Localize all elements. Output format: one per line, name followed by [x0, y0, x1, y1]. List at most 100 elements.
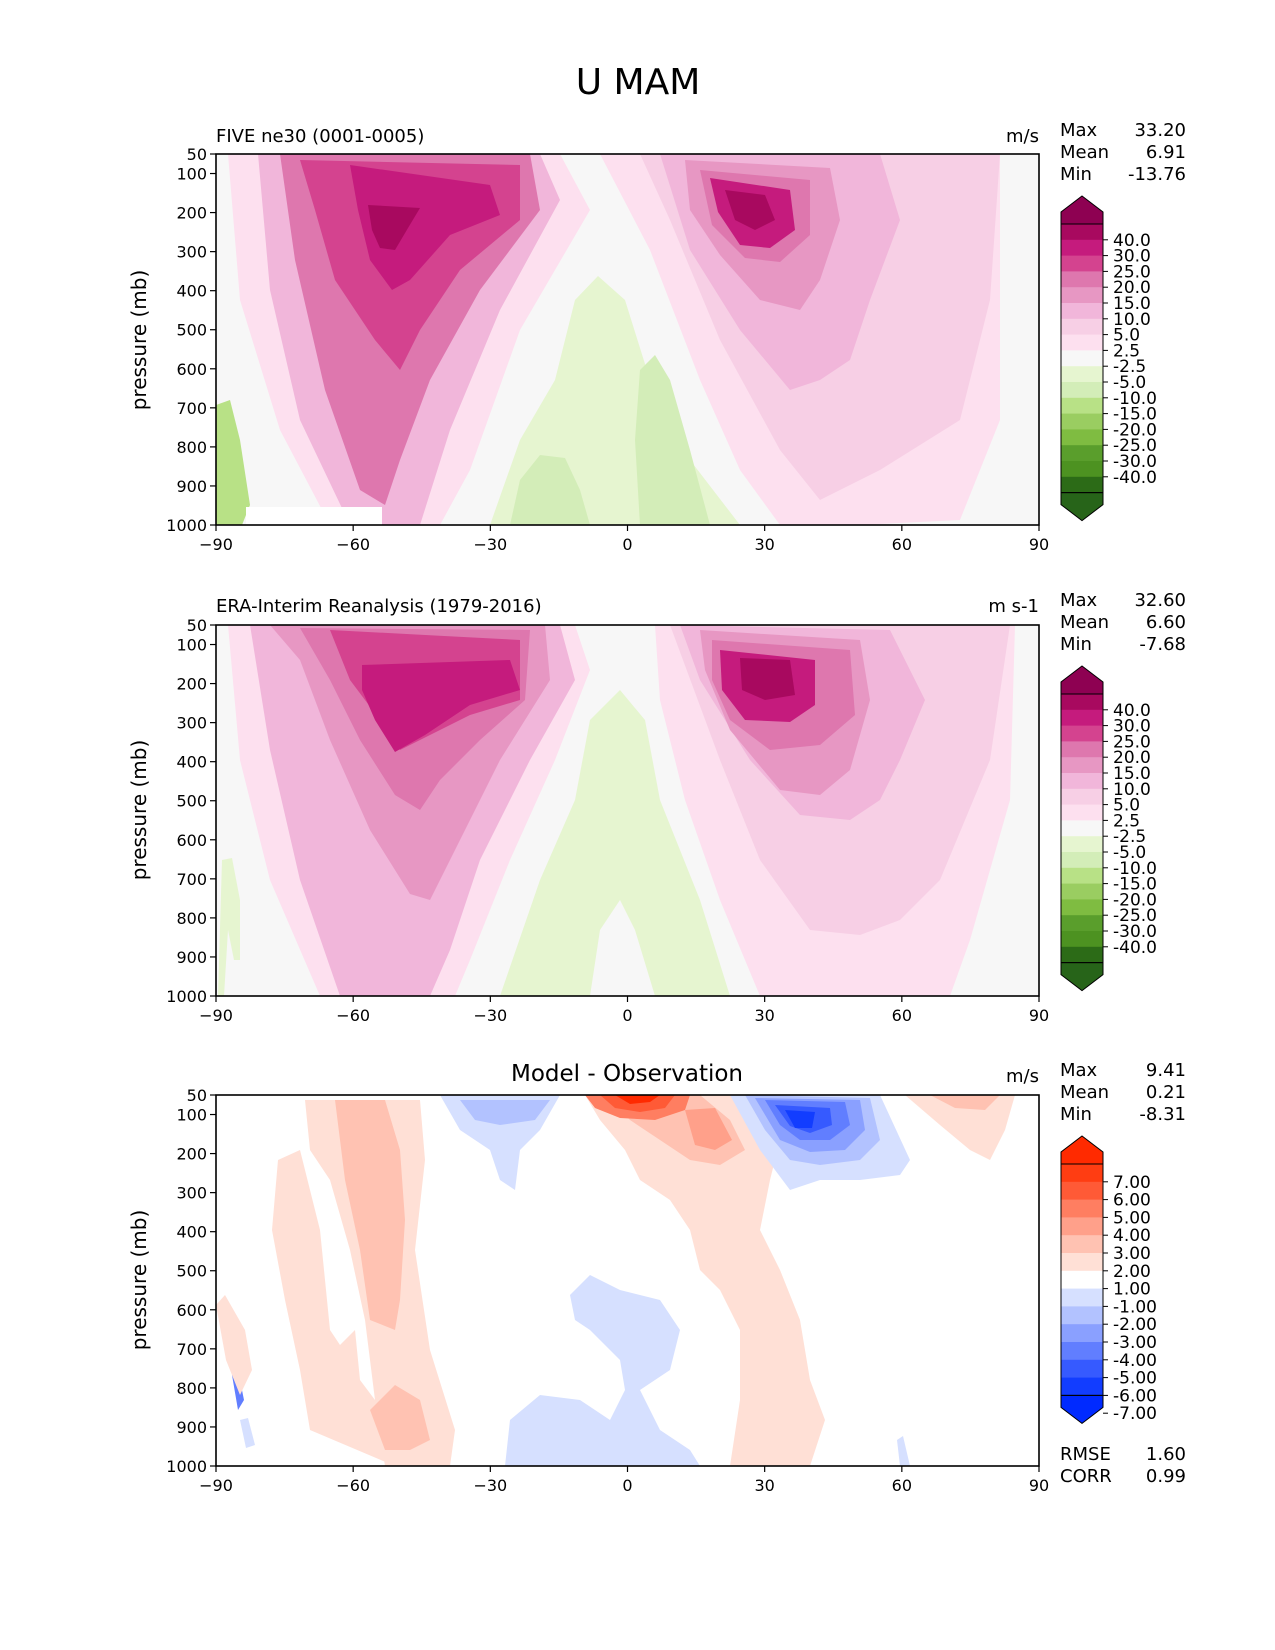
contour-tropics-neg2 — [510, 455, 590, 525]
y-tick-label: 1000 — [166, 1457, 207, 1476]
colorbar-tick-label: 25.0 — [1113, 732, 1151, 752]
colorbar-tick-label: 15.0 — [1113, 294, 1151, 314]
colorbar-cell — [1061, 741, 1103, 758]
colorbar-cell — [1061, 429, 1103, 446]
y-tick-label: 900 — [176, 1418, 207, 1437]
stat-value-max: 33.20 — [1134, 120, 1186, 141]
stat-label-mean: Mean — [1060, 1082, 1109, 1103]
x-tick-label: 90 — [1029, 1006, 1049, 1025]
colorbar-frame — [1060, 1163, 1104, 1396]
contour-pos-2 — [335, 1100, 405, 1330]
contour-tropics-neg3 — [635, 355, 710, 525]
colorbar-tick-label: 30.0 — [1113, 247, 1151, 267]
y-tick-label: 600 — [176, 360, 207, 379]
colorbar-tick-label: -5.00 — [1113, 1369, 1157, 1389]
y-tick-label: 700 — [176, 870, 207, 889]
colorbar-tick-label: 5.00 — [1113, 1208, 1151, 1228]
y-tick-label: 900 — [176, 477, 207, 496]
colorbar-extend-bottom — [1060, 1394, 1104, 1425]
y-tick-label: 600 — [176, 1301, 207, 1320]
colorbar-cell — [1061, 836, 1103, 853]
y-tick-label: 500 — [176, 1262, 207, 1281]
contour-nh-35 — [725, 190, 775, 230]
colorbar-tick-label: 4.00 — [1113, 1226, 1151, 1246]
colorbar-cell — [1061, 318, 1103, 336]
colorbar-tick-label: 40.0 — [1113, 701, 1151, 721]
x-tick-label: 0 — [622, 535, 632, 554]
colorbar-cell — [1061, 334, 1103, 351]
x-tick-label: 30 — [754, 1476, 774, 1495]
colorbar-tick-label: -30.0 — [1113, 922, 1157, 942]
colorbar-tick-label: -40.0 — [1113, 468, 1157, 488]
colorbar-extend-bottom — [1060, 492, 1104, 522]
colorbar-cell — [1061, 1377, 1103, 1396]
stat-value-mean: 6.91 — [1146, 142, 1186, 163]
panel-units: m/s — [1006, 126, 1039, 147]
colorbar-tick-label: -5.0 — [1113, 373, 1146, 393]
stat-label-max: Max — [1060, 120, 1098, 141]
colorbar-cell — [1061, 224, 1103, 241]
colorbar-tick-label: -25.0 — [1113, 436, 1157, 456]
colorbar-extend-top — [1060, 665, 1104, 695]
panel-title: FIVE ne30 (0001-0005) — [216, 126, 424, 147]
colorbar-tick-label: -30.0 — [1113, 452, 1157, 472]
y-tick-label: 600 — [176, 831, 207, 850]
colorbar-tick-label: 20.0 — [1113, 748, 1151, 768]
colorbar-tick-label: -25.0 — [1113, 906, 1157, 926]
y-tick-label: 50 — [187, 145, 207, 164]
colorbar-cell — [1061, 1324, 1103, 1343]
y-tick-label: 400 — [176, 282, 207, 301]
y-tick-label: 400 — [176, 1223, 207, 1242]
contour-polar-pos — [216, 1295, 252, 1395]
colorbar-tick-label: -2.5 — [1113, 827, 1146, 847]
contour-field — [216, 625, 1039, 996]
colorbar-tick-label: -20.0 — [1113, 420, 1157, 440]
contour-neg-1b — [460, 1100, 550, 1125]
panel-units: m/s — [1006, 1066, 1039, 1087]
colorbar-tick-label: 2.00 — [1113, 1262, 1151, 1282]
y-tick-label: 700 — [176, 399, 207, 418]
stat-value-mean: 6.60 — [1146, 612, 1186, 633]
colorbar-tick-label: 15.0 — [1113, 764, 1151, 784]
colorbar-cell — [1061, 931, 1103, 948]
colorbar-cell — [1061, 1270, 1103, 1290]
x-tick-label: −90 — [199, 1006, 233, 1025]
colorbar-cell — [1061, 397, 1103, 415]
colorbar-tick-label: 30.0 — [1113, 717, 1151, 737]
missing-data — [246, 507, 382, 525]
colorbar-tick-label: 3.00 — [1113, 1244, 1151, 1264]
y-tick-label: 200 — [176, 675, 207, 694]
y-tick-label: 200 — [176, 204, 207, 223]
colorbar-extend-bottom — [1060, 962, 1104, 992]
y-tick-label: 300 — [176, 714, 207, 733]
metric-value-rmse: 1.60 — [1146, 1444, 1186, 1465]
contour-nh-35 — [740, 658, 795, 700]
colorbar-cell — [1061, 287, 1103, 304]
colorbar-cell — [1061, 476, 1103, 494]
colorbar-tick-label: -3.00 — [1113, 1333, 1157, 1353]
y-tick-label: 1000 — [166, 516, 207, 535]
stat-label-max: Max — [1060, 590, 1098, 611]
colorbar-cell — [1061, 1217, 1103, 1236]
contour-tropics-neg — [500, 690, 730, 996]
contour-polar-neg2 — [240, 1418, 255, 1448]
stat-label-min: Min — [1060, 1104, 1092, 1125]
contour-neg-mid — [505, 1275, 700, 1466]
stat-label-min: Min — [1060, 164, 1092, 185]
contour-neg-l6 — [785, 1110, 815, 1128]
y-tick-label: 700 — [176, 1340, 207, 1359]
contour-field — [216, 1095, 1039, 1466]
y-tick-label: 300 — [176, 1184, 207, 1203]
panel-title: ERA-Interim Reanalysis (1979-2016) — [216, 596, 542, 617]
colorbar-tick-label: -2.5 — [1113, 357, 1146, 377]
colorbar-cell — [1061, 946, 1103, 964]
colorbar-tick-label: -7.00 — [1113, 1404, 1157, 1424]
y-tick-label: 800 — [176, 909, 207, 928]
colorbar-cell — [1061, 1181, 1103, 1201]
metric-label-corr: CORR — [1060, 1466, 1112, 1487]
x-tick-label: −90 — [199, 535, 233, 554]
contour-sh-30 — [368, 205, 420, 250]
stat-value-max: 32.60 — [1134, 590, 1186, 611]
metric-label-rmse: RMSE — [1060, 1444, 1111, 1465]
